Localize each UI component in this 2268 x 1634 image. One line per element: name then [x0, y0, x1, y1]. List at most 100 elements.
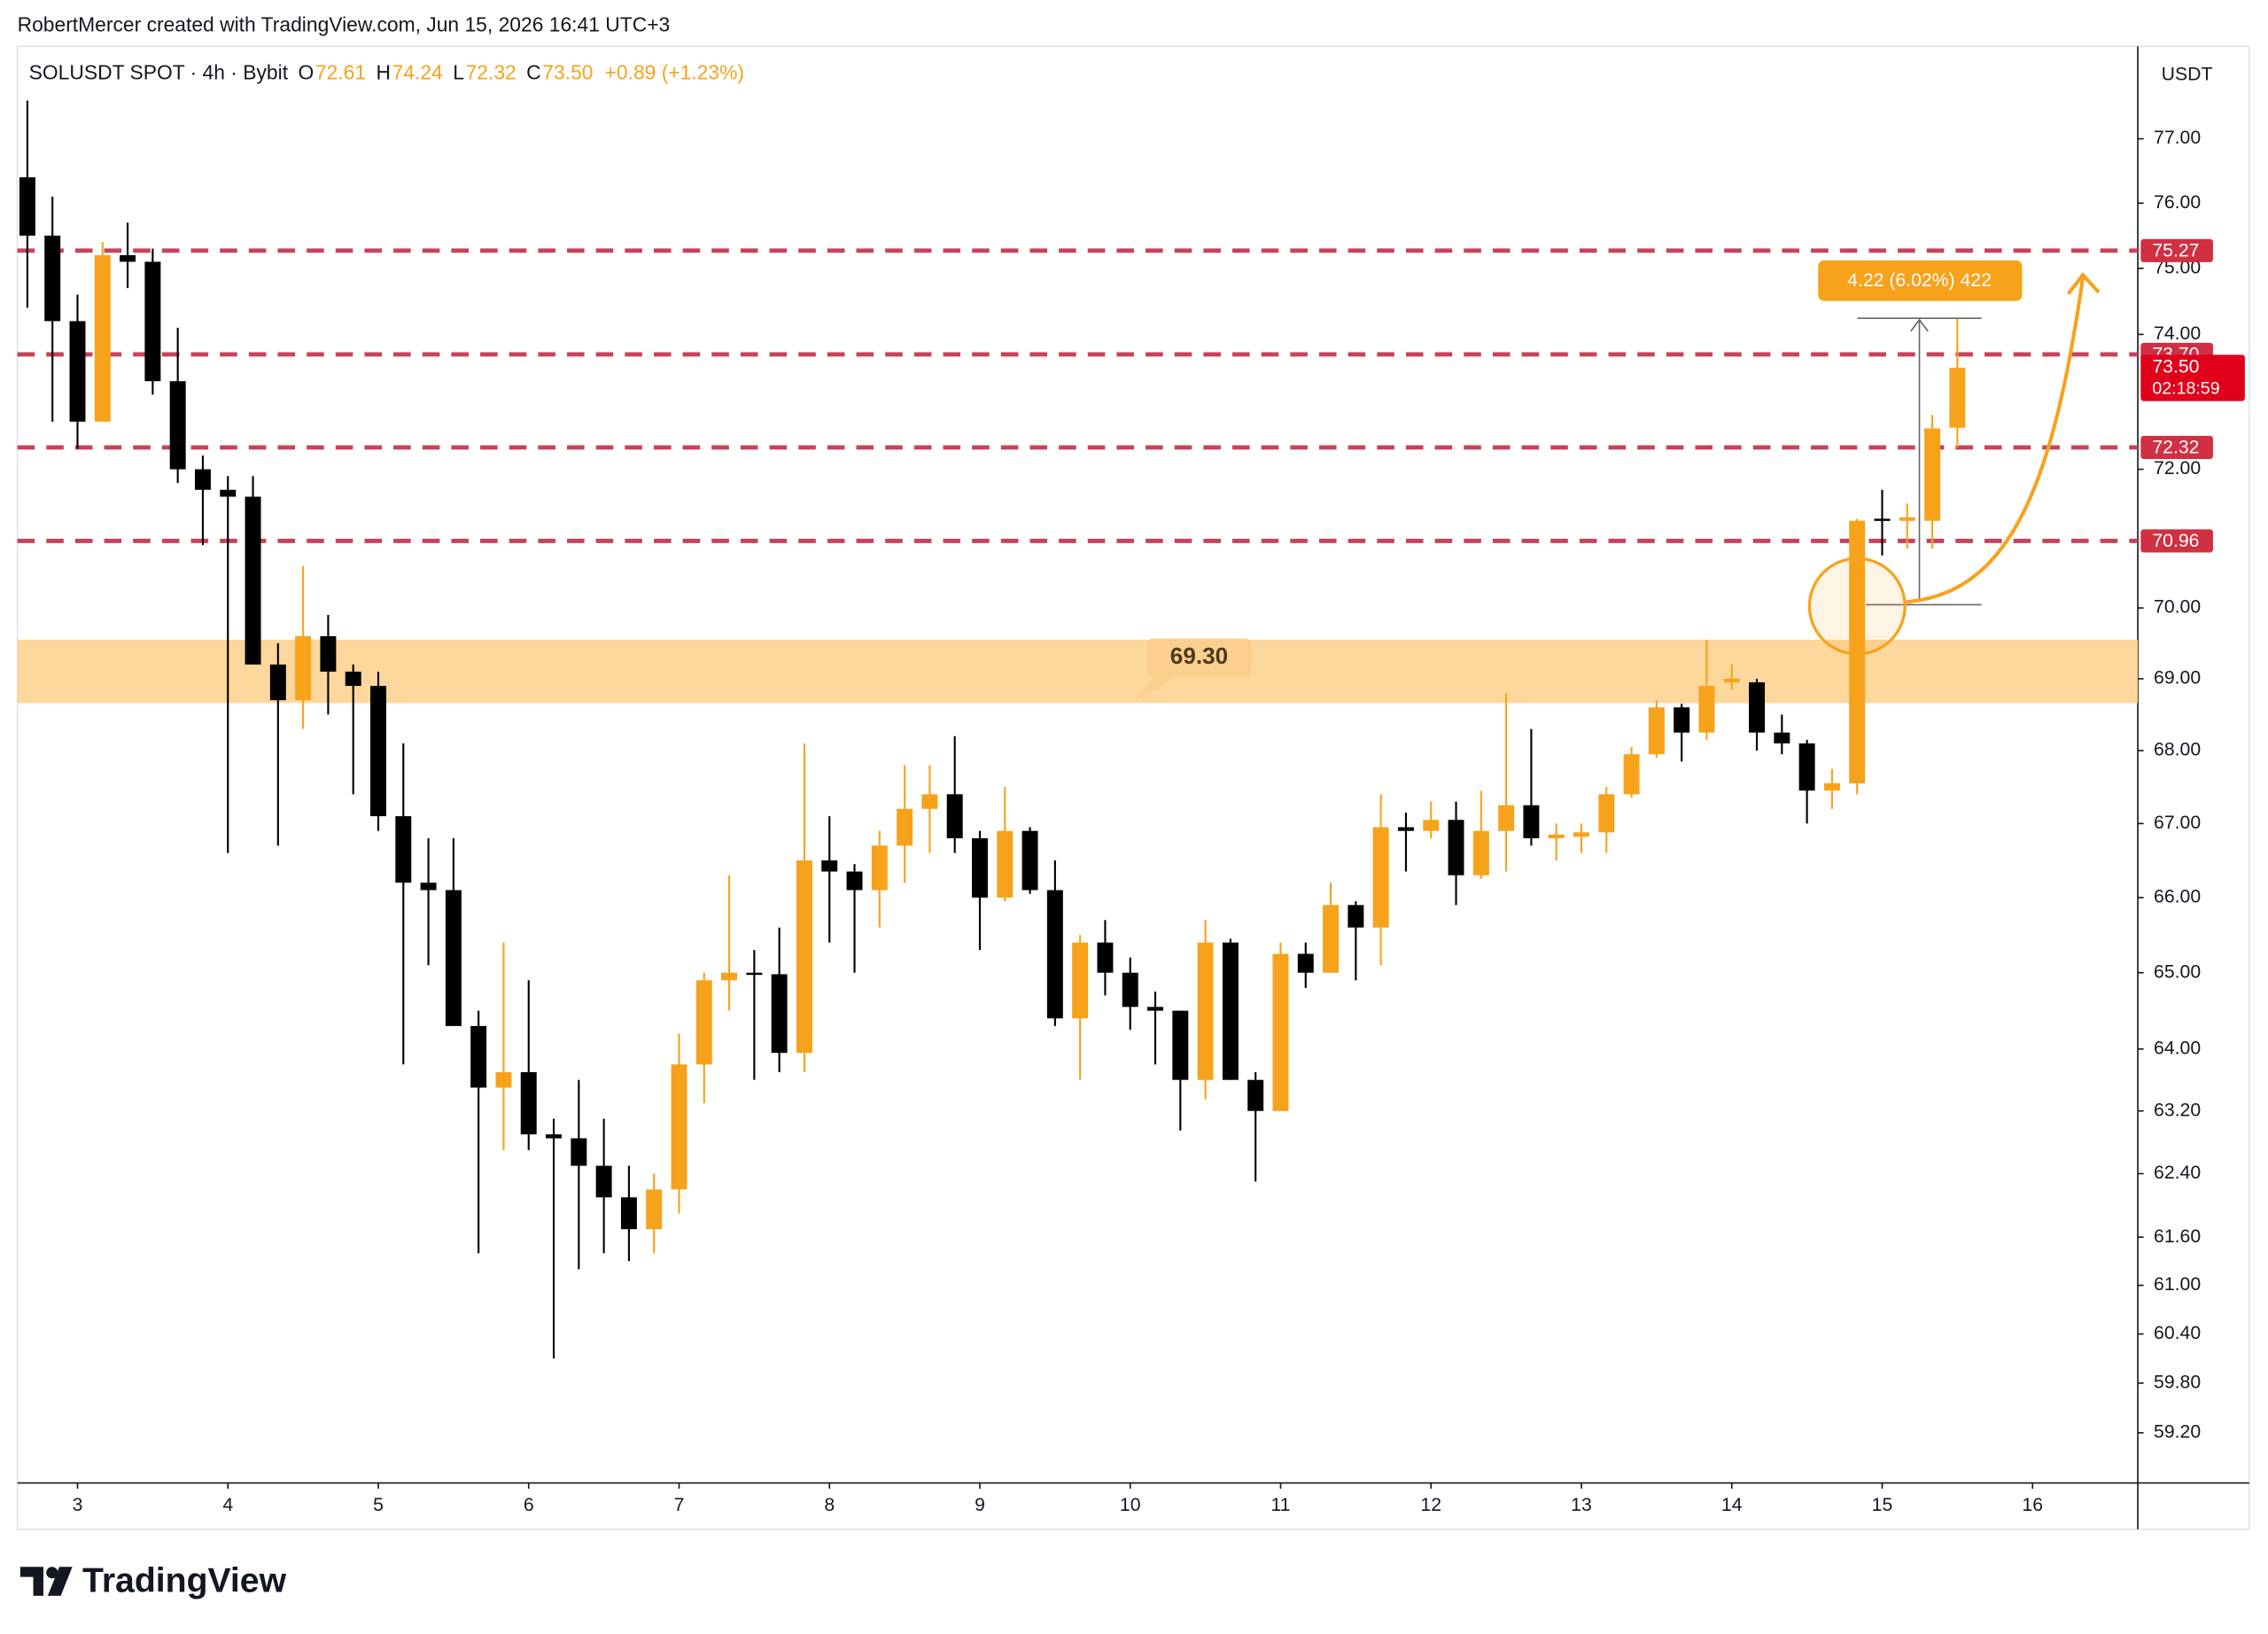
candle-body	[445, 890, 462, 1026]
candle-body	[997, 830, 1014, 898]
y-tick-label: 68.00	[2154, 740, 2201, 760]
candle-body	[1323, 905, 1340, 973]
candle-body	[1498, 805, 1515, 831]
candle-body	[1423, 820, 1440, 831]
candle-body	[1097, 942, 1114, 973]
legend-item: O	[299, 60, 315, 83]
candle-body	[220, 489, 237, 497]
candle-body	[44, 235, 61, 322]
candle-body	[671, 1064, 687, 1190]
candle-body	[1072, 942, 1089, 1019]
legend-item: +0.89 (+1.23%)	[605, 60, 744, 83]
x-tick-label: 9	[975, 1495, 985, 1515]
y-tick-label: 66.00	[2154, 887, 2201, 907]
candle-body	[1197, 942, 1214, 1080]
candle-body	[897, 808, 913, 846]
candle-body	[470, 1025, 487, 1088]
y-tick-label: 69.00	[2154, 668, 2201, 689]
candle-body	[320, 635, 337, 672]
y-tick-label: 74.00	[2154, 323, 2201, 344]
highlight-circle	[1807, 556, 1907, 656]
level-label: 72.32	[2152, 437, 2199, 457]
y-tick-label: 59.20	[2154, 1422, 2201, 1443]
candle-body	[620, 1197, 637, 1230]
y-tick-label: 67.00	[2154, 813, 2201, 833]
candle-body	[1172, 1010, 1189, 1080]
trend-arrow-head	[2067, 272, 2101, 295]
legend-item: 74.24	[392, 60, 443, 83]
x-tick-label: 14	[1721, 1495, 1743, 1515]
last-price-label: 73.50	[2152, 357, 2199, 377]
logo-icon-slash	[47, 1567, 73, 1596]
candle-body	[1147, 1007, 1164, 1011]
candle-body	[1723, 678, 1740, 683]
y-tick-label: 76.00	[2154, 192, 2201, 213]
candle-body	[571, 1138, 587, 1166]
y-tick-label: 59.80	[2154, 1373, 2201, 1393]
candle-body	[846, 871, 863, 891]
y-tick-label: 62.40	[2154, 1163, 2201, 1183]
candle-body	[746, 972, 763, 976]
x-tick-label: 4	[222, 1495, 233, 1515]
candle-body	[1046, 890, 1063, 1019]
candle-body	[771, 974, 788, 1054]
candle-body	[1247, 1079, 1264, 1111]
candle-body	[1874, 518, 1891, 521]
frame	[16, 45, 2250, 1530]
candle-body	[69, 321, 86, 422]
legend-item: L	[453, 60, 464, 83]
candle-body	[1573, 832, 1589, 837]
logo-icon-dot	[46, 1567, 58, 1579]
candle-body	[1472, 830, 1489, 875]
candle-body	[595, 1165, 612, 1198]
y-tick-label: 70.00	[2154, 597, 2201, 618]
candle-body	[1548, 834, 1565, 838]
candle-body	[1849, 520, 1866, 783]
candle-body	[94, 255, 111, 422]
x-tick-label: 6	[524, 1495, 534, 1515]
candle-body	[1924, 428, 1941, 521]
candle-body	[546, 1134, 563, 1139]
candle-body	[1523, 805, 1540, 838]
candle-body	[796, 860, 812, 1054]
x-tick-label: 12	[1420, 1495, 1441, 1515]
candle-body	[871, 845, 888, 891]
x-tick-label: 11	[1270, 1495, 1290, 1515]
candle-body	[1698, 686, 1715, 733]
y-tick-label: 61.00	[2154, 1274, 2201, 1295]
header: RobertMercer created with TradingView.co…	[18, 12, 671, 35]
candle-body	[1397, 827, 1414, 831]
candle-body	[1774, 732, 1790, 743]
candle-body	[1648, 707, 1665, 755]
legend: SOLUSDT SPOT · 4h · Bybit O 72.61 H 74.24 L 72…	[29, 60, 744, 83]
logo-text: TradingView	[82, 1562, 287, 1600]
candle-body	[245, 496, 261, 665]
x-tick-label: 5	[373, 1495, 384, 1515]
candle-body	[1823, 782, 1840, 791]
candle-body	[370, 686, 386, 817]
candle-body	[1021, 830, 1038, 891]
candle-body	[1272, 953, 1289, 1111]
candle-body	[1798, 743, 1815, 791]
y-tick-label: 64.00	[2154, 1038, 2201, 1058]
x-tick-label: 10	[1120, 1495, 1141, 1515]
candle-body	[1749, 682, 1766, 733]
candle-body	[946, 794, 963, 838]
legend-item: SOLUSDT SPOT · 4h · Bybit	[29, 60, 289, 83]
candle-body	[921, 794, 938, 809]
x-tick-label: 16	[2022, 1495, 2043, 1515]
candle-body	[520, 1071, 537, 1135]
y-tick-label: 72.00	[2154, 458, 2201, 479]
candle-body	[269, 664, 286, 701]
candle-body	[821, 860, 838, 872]
measure-label: 4.22 (6.02%) 422	[1847, 270, 1992, 291]
currency: USDT	[2162, 65, 2213, 85]
candle-body	[695, 980, 712, 1065]
zone-label-box	[1146, 638, 1252, 677]
candle-body	[1899, 517, 1915, 521]
y-tick-label: 60.40	[2154, 1323, 2201, 1343]
candle-body	[1674, 707, 1690, 733]
y-tick-label: 65.00	[2154, 961, 2201, 982]
candle-body	[420, 883, 437, 891]
